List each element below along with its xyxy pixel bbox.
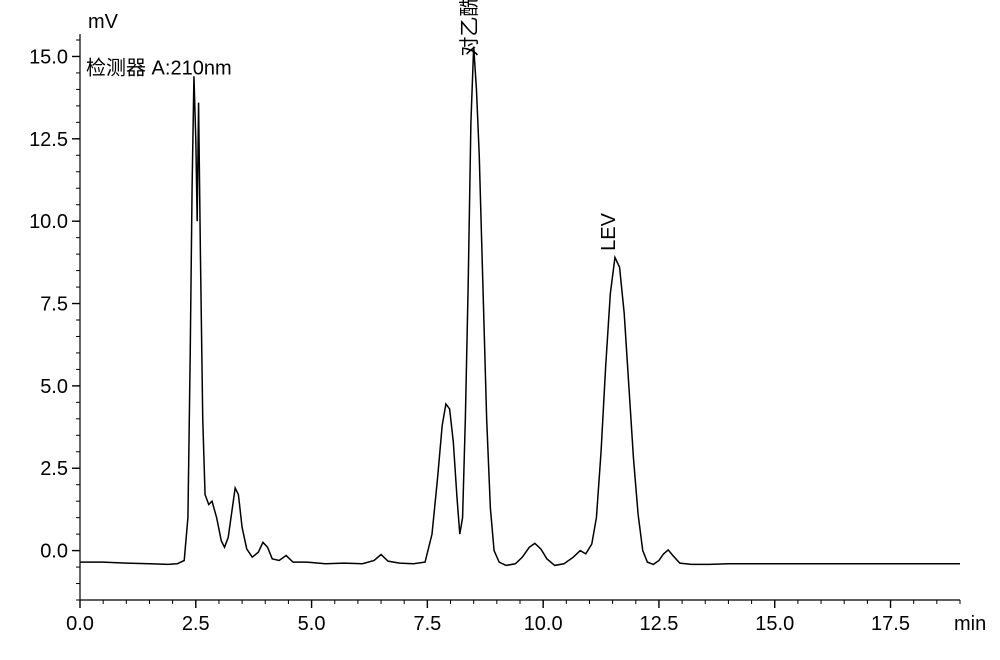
y-tick-label: 5.0	[40, 376, 68, 398]
y-tick-label: 15.0	[29, 46, 68, 68]
y-tick-label: 7.5	[40, 294, 68, 316]
x-tick-label: 17.5	[871, 613, 910, 635]
y-tick-label: 2.5	[40, 458, 68, 480]
x-tick-label: 0.0	[66, 613, 94, 635]
x-tick-label: 15.0	[755, 613, 794, 635]
x-axis-unit: min	[954, 613, 986, 635]
x-tick-label: 2.5	[182, 613, 210, 635]
detector-label: 检测器 A:210nm	[86, 56, 232, 79]
y-tick-label: 10.0	[29, 211, 68, 233]
peak-label: LEV	[598, 212, 620, 250]
x-tick-label: 10.0	[524, 613, 563, 635]
chart-svg: 0.0 2.5 5.0 7.5 10.0 12.5 15.0 17.5 min 0.0 2.5 5.0…	[0, 0, 1000, 660]
y-axis-unit: mV	[88, 11, 119, 33]
chromatogram-chart: 0.0 2.5 5.0 7.5 10.0 12.5 15.0 17.5 min 0.0 2.5 5.0…	[0, 0, 1000, 660]
x-tick-label: 7.5	[413, 613, 441, 635]
y-tick-label: 0.0	[40, 541, 68, 563]
x-tick-label: 5.0	[298, 613, 326, 635]
y-tick-label: 12.5	[29, 129, 68, 151]
peak-label: 对乙酰氨基酚	[458, 0, 481, 56]
x-tick-label: 12.5	[639, 613, 678, 635]
chromatogram-trace	[80, 47, 960, 566]
